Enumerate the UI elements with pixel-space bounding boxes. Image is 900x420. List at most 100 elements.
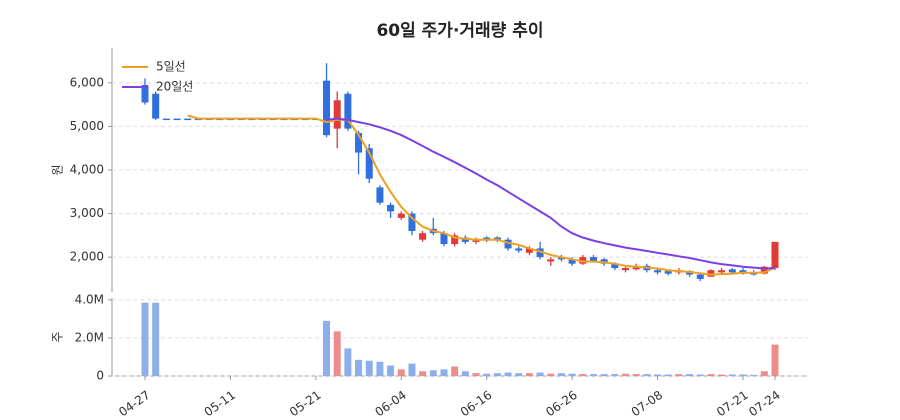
y-axis-label: 원	[51, 164, 65, 175]
volume-bar	[622, 373, 630, 376]
candle-body	[323, 80, 331, 136]
volume-bar	[419, 371, 427, 376]
volume-bar	[141, 302, 149, 376]
volume-bar	[557, 373, 565, 376]
chart-title: 60일 주가·거래량 추이	[376, 21, 543, 41]
candle-body	[173, 118, 181, 121]
volume-bar	[686, 374, 694, 376]
legend-label: 5일선	[156, 60, 186, 74]
volume-bar	[152, 302, 160, 376]
y-tick-label: 0	[96, 369, 104, 383]
volume-bar	[760, 371, 768, 376]
x-tick-label: 04-27	[116, 388, 153, 419]
candle-body	[504, 239, 512, 249]
candle-body	[579, 257, 587, 264]
candle-body	[718, 270, 726, 273]
candle-body	[728, 269, 736, 273]
candle-body	[493, 237, 501, 240]
candle-body	[568, 259, 576, 264]
y-tick-label: 4.0M	[75, 292, 104, 306]
candle-body	[162, 118, 170, 121]
volume-bar	[589, 374, 597, 376]
volume-bar	[771, 344, 779, 376]
volume-bar	[333, 331, 341, 376]
x-tick-label: 05-11	[202, 388, 239, 419]
volume-bar	[525, 373, 533, 376]
x-tick-label: 06-04	[372, 388, 409, 419]
volume-bar	[504, 372, 512, 376]
volume-bar	[718, 374, 726, 376]
candle-body	[387, 204, 395, 212]
volume-bar	[397, 369, 405, 376]
candle-body	[333, 100, 341, 129]
volume-bar	[568, 373, 576, 376]
volume-bar	[344, 348, 352, 376]
candle-body	[589, 257, 597, 262]
candle-body	[632, 266, 640, 270]
ma-line	[326, 117, 776, 270]
candle-body	[547, 259, 555, 262]
volume-bar	[707, 374, 715, 376]
candle-body	[440, 233, 448, 245]
y-tick-label: 4,000	[70, 163, 104, 177]
candle-body	[376, 187, 384, 203]
candle-body	[525, 248, 533, 253]
x-tick-label: 07-08	[629, 388, 666, 419]
volume-axis-label: 주	[51, 331, 65, 342]
y-tick-label: 5,000	[70, 119, 104, 133]
candle-body	[408, 213, 416, 231]
candle-body	[365, 148, 373, 179]
volume-bar	[632, 374, 640, 376]
candle-body	[696, 274, 704, 279]
volume-bar	[472, 373, 480, 376]
candle-body	[184, 118, 192, 121]
x-tick-label: 07-21	[714, 388, 751, 419]
volume-bar	[536, 372, 544, 376]
volume-bar	[750, 374, 758, 376]
volume-bar	[355, 359, 363, 376]
volume-bar	[515, 373, 523, 376]
candle-body	[760, 266, 768, 274]
volume-bar	[547, 373, 555, 376]
candle-body	[451, 235, 459, 245]
candle-body	[654, 270, 662, 273]
volume-bar	[451, 366, 459, 376]
candle-body	[152, 93, 160, 119]
volume-bar	[493, 373, 501, 376]
volume-bar	[611, 374, 619, 376]
volume-bar	[365, 360, 373, 376]
candle-body	[397, 213, 405, 218]
candle-body	[771, 241, 779, 269]
volume-bar	[429, 370, 437, 376]
candle-body	[355, 132, 363, 153]
candle-body	[472, 239, 480, 242]
candle-body	[419, 233, 427, 240]
volume-bar	[461, 371, 469, 376]
y-tick-label: 6,000	[70, 75, 104, 89]
volume-bar	[408, 363, 416, 376]
volume-bar	[728, 374, 736, 376]
legend-label: 20일선	[156, 80, 193, 94]
y-tick-label: 3,000	[70, 206, 104, 220]
y-tick-label: 2.0M	[75, 330, 104, 344]
candle-body	[664, 271, 672, 274]
volume-bar	[696, 374, 704, 376]
volume-bar	[654, 374, 662, 376]
y-tick-label: 2,000	[70, 250, 104, 264]
volume-bar	[675, 374, 683, 376]
volume-bar	[739, 374, 747, 376]
volume-bar	[579, 374, 587, 376]
candle-body	[707, 270, 715, 277]
volume-bar	[643, 374, 651, 376]
volume-bar	[323, 320, 331, 376]
volume-bar	[376, 361, 384, 376]
x-tick-label: 05-21	[287, 388, 324, 419]
x-tick-label: 06-26	[543, 388, 580, 419]
candle-body	[141, 85, 149, 103]
volume-bar	[440, 369, 448, 376]
candle-body	[611, 263, 619, 269]
volume-bar	[483, 373, 491, 376]
volume-bar	[387, 365, 395, 376]
x-tick-label: 06-16	[458, 388, 495, 419]
